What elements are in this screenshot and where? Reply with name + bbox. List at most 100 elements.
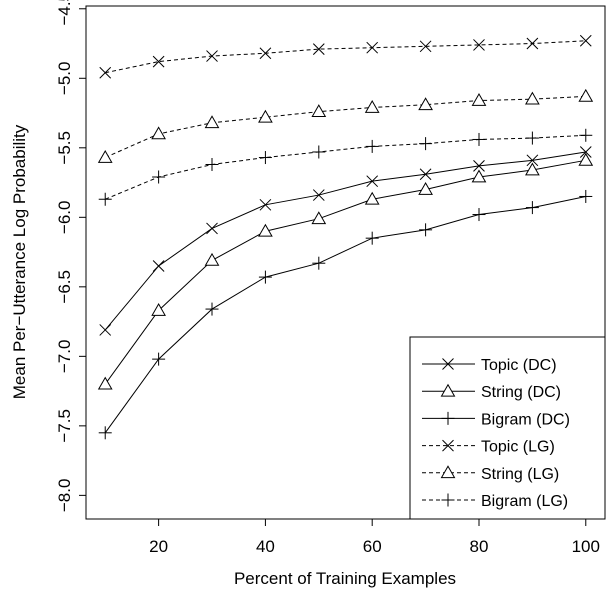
marker-triangle: [151, 302, 166, 316]
marker-plus: [365, 139, 379, 153]
marker-x: [99, 66, 112, 79]
marker-plus: [525, 131, 539, 145]
x-axis: 20 40 60 80 100: [149, 519, 600, 556]
series-topic-lg: [99, 34, 592, 79]
marker-x: [312, 43, 325, 55]
plot-frame: [85, 5, 606, 520]
marker-plus: [258, 270, 272, 284]
legend-label: String (DC): [481, 384, 561, 401]
marker-plus: [525, 201, 539, 215]
marker-x: [526, 37, 539, 50]
series-string-dc: [97, 152, 594, 390]
series-line: [104, 151, 586, 331]
legend-label: Bigram (DC): [481, 411, 570, 428]
marker-plus: [258, 151, 272, 165]
y-tick-label: −8.0: [55, 479, 74, 513]
series-line: [105, 95, 586, 158]
marker-x: [259, 198, 272, 211]
marker-triangle: [97, 376, 113, 390]
marker-x: [312, 189, 325, 201]
marker-x: [152, 55, 165, 68]
marker-x: [419, 168, 432, 181]
marker-triangle: [258, 223, 273, 237]
marker-triangle: [258, 109, 273, 123]
series-line: [104, 159, 586, 385]
marker-triangle: [311, 104, 327, 118]
legend-box: [409, 336, 606, 520]
marker-plus: [579, 128, 593, 142]
marker-x: [152, 260, 165, 272]
legend-label: String (LG): [481, 466, 559, 483]
legend-label: Bigram (LG): [481, 493, 568, 510]
marker-triangle: [311, 211, 327, 225]
marker-plus: [365, 231, 379, 245]
series-layer: [97, 34, 594, 440]
marker-x: [419, 40, 432, 53]
marker-plus: [441, 411, 455, 425]
marker-triangle: [97, 150, 113, 163]
legend-label: Topic (LG): [481, 439, 555, 456]
marker-triangle: [364, 99, 380, 113]
marker-plus: [579, 189, 593, 203]
marker-plus: [472, 132, 486, 146]
marker-x: [442, 358, 454, 370]
marker-triangle: [418, 97, 433, 111]
marker-plus: [152, 170, 166, 184]
marker-plus: [205, 302, 219, 316]
legend: Topic (DC) String (DC) Bigram (DC) Topic (L…: [409, 336, 606, 520]
marker-triangle: [151, 126, 166, 140]
marker-plus: [98, 192, 112, 206]
marker-x: [99, 324, 112, 336]
marker-triangle: [204, 115, 220, 129]
y-tick-label: −6.5: [55, 270, 74, 304]
y-axis: −8.0 −7.5 −7.0 −6.5 −6.0 −5.5 −5.0 −4.5: [55, 0, 86, 512]
marker-triangle: [578, 88, 594, 102]
marker-triangle: [525, 162, 540, 176]
y-axis-title: Mean Per−Utterance Log Probability: [10, 124, 29, 399]
series-bigram-lg: [98, 128, 593, 206]
marker-plus: [441, 493, 455, 507]
marker-plus: [205, 157, 219, 171]
marker-triangle: [471, 169, 487, 183]
x-tick-label: 60: [363, 537, 382, 556]
marker-triangle: [418, 182, 433, 195]
y-tick-label: −5.0: [55, 62, 74, 96]
x-tick-label: 20: [149, 537, 168, 556]
marker-x: [579, 34, 592, 47]
marker-x: [206, 222, 218, 235]
marker-triangle: [525, 91, 540, 105]
marker-x: [366, 41, 379, 54]
marker-x: [526, 154, 539, 167]
marker-triangle: [578, 152, 594, 166]
x-tick-label: 40: [256, 537, 275, 556]
series-string-lg: [97, 88, 594, 163]
y-tick-label: −5.5: [55, 131, 74, 165]
y-tick-label: −6.0: [55, 201, 74, 235]
x-tick-label: 100: [572, 537, 600, 556]
marker-x: [259, 47, 272, 60]
marker-plus: [419, 137, 433, 151]
marker-plus: [98, 426, 112, 440]
legend-label: Topic (DC): [481, 357, 557, 374]
marker-plus: [312, 145, 326, 159]
marker-x: [473, 39, 485, 51]
marker-x: [473, 160, 485, 172]
marker-plus: [152, 352, 166, 366]
marker-triangle: [440, 383, 456, 397]
series-topic-dc: [99, 146, 592, 336]
marker-x: [442, 439, 454, 452]
marker-x: [206, 50, 218, 62]
series-bigram-dc: [98, 189, 593, 440]
marker-plus: [419, 223, 433, 237]
series-line: [105, 134, 586, 200]
marker-x: [579, 146, 592, 158]
series-line: [104, 195, 586, 434]
x-tick-label: 80: [470, 537, 489, 556]
marker-triangle: [440, 465, 456, 479]
x-axis-title: Percent of Training Examples: [234, 569, 456, 588]
marker-plus: [312, 256, 326, 270]
marker-x: [366, 175, 379, 188]
marker-triangle: [204, 252, 220, 266]
y-tick-label: −4.5: [55, 0, 74, 26]
